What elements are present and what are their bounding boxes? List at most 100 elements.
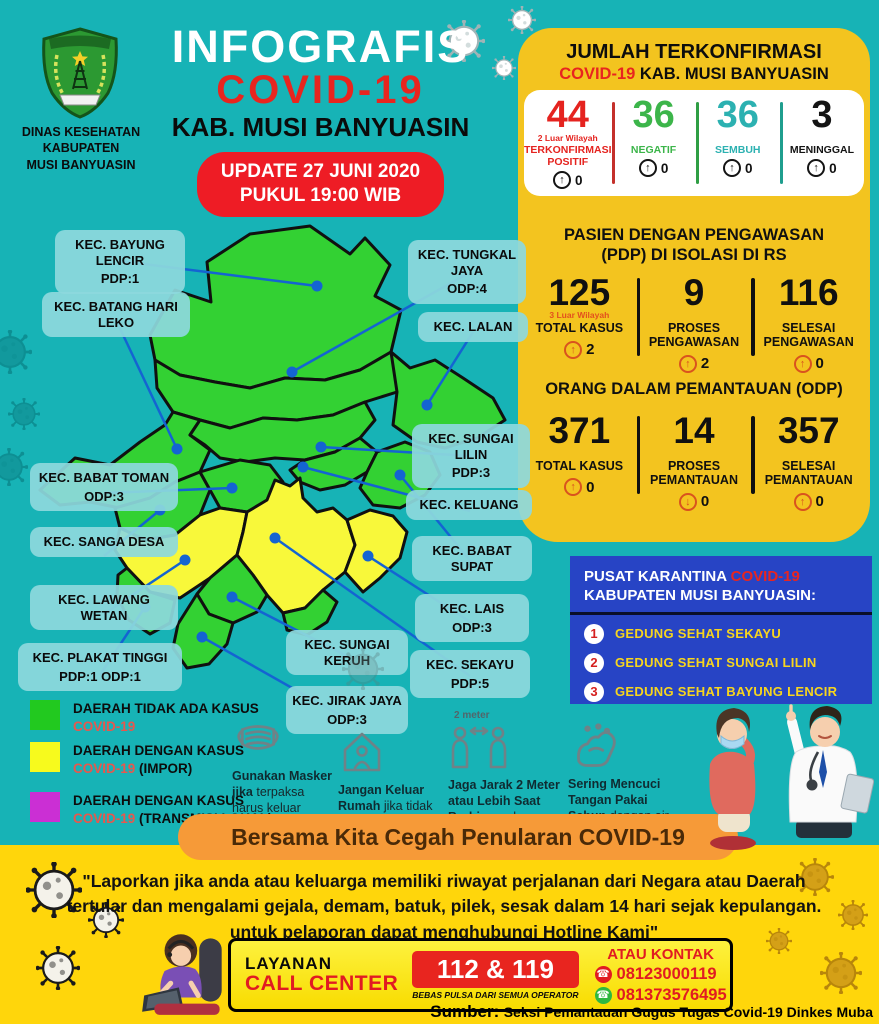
- call-center-label: CALL CENTER: [245, 971, 399, 995]
- quarantine-item-3: 3 GEDUNG SEHAT BAYUNG LENCIR: [584, 681, 858, 702]
- odp-done-value: 357: [777, 410, 840, 451]
- negative-value: 36: [632, 94, 675, 136]
- kecamatan-stat: PDP:1 ODP:1: [59, 668, 141, 684]
- pdp-process-delta: 2: [700, 355, 710, 373]
- odp-total-label: TOTAL KASUS: [535, 459, 624, 473]
- org-line-2: KABUPATEN: [42, 141, 120, 156]
- stat-negative: 36 NEGATIF 0: [611, 90, 696, 196]
- virus-icon: [508, 6, 536, 34]
- map-label-bayung-lencir: KEC. BAYUNG LENCIR PDP:1: [55, 230, 185, 294]
- legend-swatch-magenta: [30, 792, 60, 822]
- quarantine-title: PUSAT KARANTINA COVID-19 KABUPATEN MUSI …: [584, 568, 858, 606]
- region-jirak-jaya: [171, 592, 235, 670]
- odp-total: 371 TOTAL KASUS 0: [522, 412, 637, 511]
- physical-distance-icon: [451, 726, 507, 769]
- house-icon: [343, 732, 381, 772]
- call-center-labels: LAYANAN CALL CENTER: [245, 955, 398, 995]
- confirmed-subtitle-covid: COVID-19: [559, 65, 636, 83]
- odp-process: 14 PROSES PEMANTAUAN 0: [636, 412, 752, 511]
- kecamatan-name: KEC. LAIS: [439, 601, 505, 616]
- divider: [611, 102, 615, 184]
- number-badge: 3: [584, 681, 604, 702]
- kecamatan-stat: PDP:5: [450, 675, 490, 691]
- stat-positive: 44 2 Luar Wilayah TERKONFIRMASI POSITIF …: [524, 90, 612, 196]
- odp-process-label: PROSES PEMANTAUAN: [650, 459, 738, 488]
- arrow-up-icon: [793, 492, 812, 511]
- stat-recovered: 36 SEMBUH 0: [695, 90, 780, 196]
- legend-swatch-green: [30, 700, 60, 730]
- number-badge: 1: [584, 623, 604, 644]
- recovered-label: SEMBUH: [715, 144, 761, 156]
- two-meter-note: 2 meter: [454, 710, 490, 721]
- pdp-title-line2: (PDP) DI ISOLASI DI RS: [601, 245, 787, 264]
- source-line: Sumber: Seksi Pemantauan Gugus Tugas Cov…: [430, 1002, 873, 1022]
- divider: [570, 611, 872, 615]
- whatsapp-row: 081373576495: [594, 985, 727, 1005]
- header-title-block: INFOGRAFIS COVID-19 KAB. MUSI BANYUASIN …: [148, 24, 493, 217]
- virus-icon: [0, 330, 32, 374]
- free-call-note: BEBAS PULSA DARI SEMUA OPERATOR: [412, 989, 579, 1000]
- map-label-babat-supat: KEC. BABAT SUPAT: [412, 536, 532, 582]
- page-title: INFOGRAFIS: [171, 21, 470, 72]
- pdp-process: 9 PROSES PENGAWASAN 2: [636, 274, 752, 373]
- divider: [751, 278, 755, 356]
- virus-icon: [36, 946, 80, 990]
- kecamatan-name: KEC. BABAT TOMAN: [38, 470, 170, 485]
- quarantine-center-box: PUSAT KARANTINA COVID-19 KABUPATEN MUSI …: [570, 556, 872, 704]
- quarantine-title-line2: KABUPATEN MUSI BANYUASIN:: [584, 586, 816, 604]
- map-label-babat-toman: KEC. BABAT TOMAN ODP:3: [30, 463, 178, 512]
- update-time: PUKUL 19:00 WIB: [239, 185, 402, 207]
- map-label-keluang: KEC. KELUANG: [406, 490, 532, 520]
- kabupaten-title: KAB. MUSI BANYUASIN: [171, 112, 470, 142]
- call-center-operator-illustration: [142, 934, 222, 1015]
- odp-total-delta: 0: [586, 478, 595, 496]
- negative-delta: 0: [660, 160, 669, 176]
- odp-done-label: SELESAI PEMANTAUAN: [764, 459, 853, 488]
- legend-row-no-case: DAERAH TIDAK ADA KASUS COVID-19: [30, 700, 285, 735]
- confirmed-subtitle-region: KAB. MUSI BANYUASIN: [639, 65, 829, 83]
- doctor-patient-illustration: [709, 704, 874, 850]
- arrow-up-icon: [807, 159, 826, 178]
- quarantine-title-white: PUSAT KARANTINA: [584, 568, 727, 585]
- confirmed-stats-card: 44 2 Luar Wilayah TERKONFIRMASI POSITIF …: [524, 90, 864, 196]
- legend-swatch-yellow: [30, 742, 60, 772]
- whatsapp-number: 081373576495: [616, 985, 727, 1004]
- quarantine-item-label: GEDUNG SEHAT BAYUNG LENCIR: [615, 684, 838, 699]
- arrow-up-icon: [552, 171, 571, 190]
- divider: [636, 278, 641, 356]
- call-center-box: LAYANAN CALL CENTER 112 & 119 BEBAS PULS…: [228, 938, 733, 1012]
- virus-icon: [342, 648, 384, 690]
- kecamatan-name: KEC. PLAKAT TINGGI: [32, 650, 168, 665]
- virus-icon: [492, 56, 516, 80]
- positive-value: 44: [546, 94, 589, 136]
- kecamatan-stat: PDP:1: [100, 271, 140, 287]
- pdp-done-value: 116: [778, 272, 839, 313]
- odp-stats-row: 371 TOTAL KASUS 0 14 PROSES PEMANTAUAN 0…: [522, 412, 866, 511]
- confirmed-panel: JUMLAH TERKONFIRMASI COVID-19 KAB. MUSI …: [518, 28, 870, 542]
- quarantine-item-label: GEDUNG SEHAT SUNGAI LILIN: [615, 655, 817, 670]
- pdp-total: 125 3 Luar Wilayah TOTAL KASUS 2: [522, 274, 637, 373]
- recovered-value: 36: [716, 94, 759, 136]
- virus-icon: [0, 448, 28, 486]
- stat-deceased: 3 MENINGGAL 0: [779, 90, 864, 196]
- arrow-up-icon: [564, 478, 583, 497]
- quarantine-item-2: 2 GEDUNG SEHAT SUNGAI LILIN: [584, 652, 858, 673]
- phone-icon: [594, 965, 612, 983]
- kecamatan-name: KEC. SANGA DESA: [43, 534, 165, 549]
- odp-total-value: 371: [548, 410, 611, 451]
- deceased-value: 3: [811, 94, 833, 136]
- phone-number: 08123000119: [616, 964, 717, 983]
- kecamatan-name: KEC. LALAN: [433, 319, 513, 334]
- pdp-done: 116 SELESAI PENGAWASAN 0: [751, 274, 866, 373]
- map-label-sanga-desa: KEC. SANGA DESA: [30, 527, 178, 557]
- virus-icon: [838, 900, 868, 930]
- divider: [779, 102, 783, 184]
- kecamatan-stat: ODP:4: [447, 281, 487, 297]
- kecamatan-name: KEC. SUNGAI LILIN: [428, 431, 514, 462]
- legend-text: DAERAH DENGAN KASUS COVID-19 (IMPOR): [73, 743, 245, 776]
- org-line-3: MUSI BANYUASIN: [26, 157, 136, 172]
- contact-block: ATAU KONTAK 08123000119 081373576495: [594, 946, 727, 1005]
- odp-done-delta: 0: [815, 493, 824, 511]
- divider: [751, 416, 755, 494]
- odp-title: ORANG DALAM PEMANTAUAN (ODP): [545, 380, 843, 398]
